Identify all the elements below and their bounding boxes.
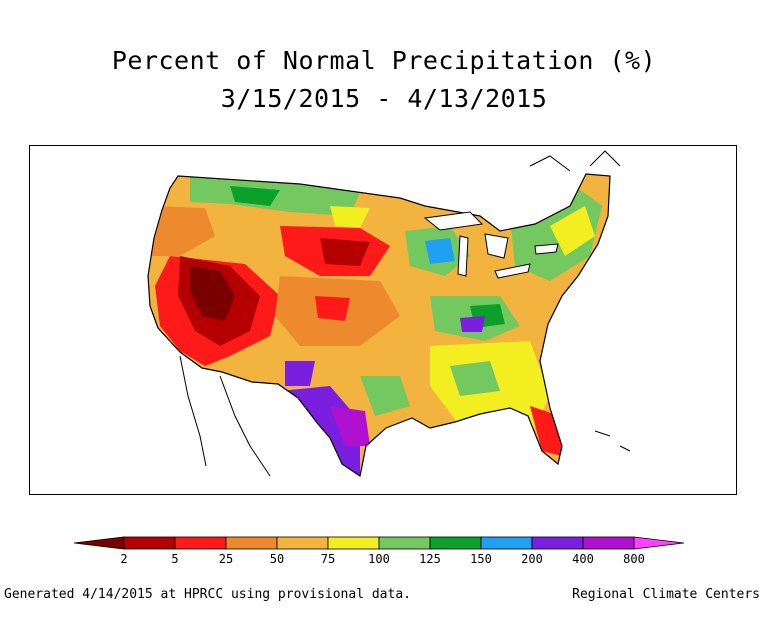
lake-huron [484, 233, 509, 259]
caribbean-islands [594, 430, 631, 452]
legend-tick-label: 800 [623, 552, 645, 565]
legend-swatch [174, 536, 227, 550]
legend-swatch [123, 536, 176, 550]
canada-coastline [529, 150, 621, 172]
precipitation-map [29, 145, 737, 495]
legend-swatch [276, 536, 329, 550]
lake-superior [423, 211, 484, 231]
legend-tick-label: 75 [321, 552, 335, 565]
legend-swatch [480, 536, 533, 550]
us-map-svg [147, 150, 631, 477]
precipitation-field [148, 174, 610, 476]
lake-ontario [534, 243, 559, 255]
legend-tick-label: 25 [219, 552, 233, 565]
legend-arrow-left [73, 536, 125, 550]
lake-michigan [457, 235, 469, 277]
lake-erie [494, 263, 531, 279]
us-outline [147, 173, 611, 477]
generated-note: Generated 4/14/2015 at HPRCC using provi… [4, 587, 411, 602]
legend-tick-label: 2 [120, 552, 127, 565]
legend-swatch [531, 536, 584, 550]
legend-tick-label: 125 [419, 552, 441, 565]
legend-swatch [378, 536, 431, 550]
legend-tick-label: 400 [572, 552, 594, 565]
legend-swatch [429, 536, 482, 550]
legend-tick-label: 50 [270, 552, 284, 565]
legend-arrow-right [633, 536, 685, 550]
legend-tick-label: 150 [470, 552, 492, 565]
map-date-range: 3/15/2015 - 4/13/2015 [220, 84, 548, 113]
legend-swatch [225, 536, 278, 550]
legend-swatch [582, 536, 635, 550]
legend-tick-label: 5 [171, 552, 178, 565]
legend-swatch [327, 536, 380, 550]
map-title: Percent of Normal Precipitation (%) [111, 46, 657, 75]
source-credit: Regional Climate Centers [572, 587, 760, 602]
legend-tick-label: 100 [368, 552, 390, 565]
mexico-coastline [179, 355, 271, 477]
color-legend: 2 5 25 50 75 100 125 150 200 400 800 [73, 536, 685, 565]
legend-tick-label: 200 [521, 552, 543, 565]
